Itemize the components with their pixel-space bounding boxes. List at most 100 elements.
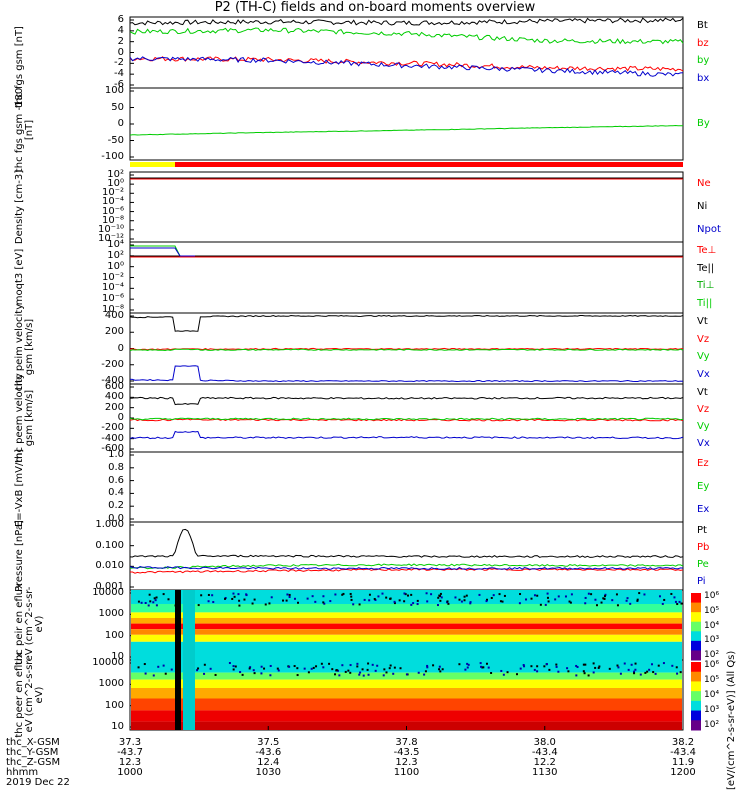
- series-line: [129, 417, 684, 421]
- spectrogram-speckle: [303, 667, 306, 670]
- spectrogram-speckle: [438, 594, 441, 597]
- spectrogram-speckle: [148, 593, 151, 596]
- spectrogram-speckle: [525, 598, 528, 601]
- spectrogram-speckle: [234, 665, 237, 668]
- spectrogram-speckle: [197, 667, 200, 670]
- spectrogram-speckle: [600, 601, 603, 604]
- spectrogram-speckle: [228, 662, 231, 665]
- legend-entry: By: [697, 118, 710, 129]
- y-tick-label: 200: [104, 326, 124, 338]
- spectrogram-band: [131, 590, 682, 604]
- series-line: [129, 563, 684, 570]
- spectrogram-speckle: [144, 672, 147, 675]
- spectrogram-speckle: [334, 673, 337, 676]
- y-tick-label: 0: [117, 46, 124, 58]
- spectrogram-speckle: [506, 671, 509, 674]
- y-tick-label: 6: [117, 14, 124, 25]
- spectrogram-speckle: [342, 592, 345, 595]
- legend-entry: Vz: [697, 333, 710, 345]
- y-tick-label: 2: [117, 35, 124, 47]
- spectrogram-speckle: [466, 666, 469, 669]
- legend-entry: Pi: [697, 575, 706, 587]
- spectrogram-speckle: [536, 594, 539, 597]
- spectrogram-speckle: [426, 600, 429, 603]
- spectrogram-speckle: [626, 597, 629, 600]
- spectrogram-speckle: [584, 596, 587, 599]
- legend-entry: Pe: [697, 558, 709, 570]
- spectrogram-speckle: [253, 672, 256, 675]
- legend-entry: Pt: [697, 524, 707, 536]
- spectrogram-speckle: [584, 602, 587, 605]
- spectrogram-speckle: [297, 601, 300, 604]
- y-tick-label: -100: [101, 151, 124, 162]
- colorbar-bottom: [691, 710, 701, 721]
- spectrogram-speckle: [485, 598, 488, 601]
- legend-entry: bx: [697, 73, 710, 85]
- y-tick-label: 0.010: [95, 560, 124, 572]
- y-tick-label: 1.0: [108, 449, 124, 460]
- spectrogram-speckle: [554, 598, 557, 601]
- y-tick-label: -600: [101, 443, 124, 454]
- colorbar-top: [691, 602, 701, 613]
- spectrogram-speckle: [432, 664, 435, 667]
- spectrogram-speckle: [654, 672, 657, 675]
- series-line: [129, 528, 684, 558]
- spectrogram-speckle: [270, 596, 273, 599]
- legend-entry: Vt: [697, 386, 708, 398]
- spectrogram-speckle: [385, 596, 388, 599]
- spectrogram-speckle: [516, 673, 519, 676]
- panel-y-label: thc peer en eflux eV (cm^2-s-sr-eV): [14, 652, 45, 738]
- spectrogram-speckle: [646, 670, 649, 673]
- spectrogram-band: [131, 721, 682, 730]
- legend-entry: Vx: [697, 369, 710, 381]
- series-line: [129, 348, 684, 352]
- spectrogram-speckle: [211, 594, 214, 597]
- y-tick-label: 10²: [107, 169, 124, 180]
- spectrogram-band: [131, 672, 682, 680]
- spectrogram-speckle: [352, 603, 355, 606]
- spectrogram-speckle: [260, 665, 263, 668]
- colorbar-title: [eV/(cm^2-s-sr-eV)] (All Qs): [726, 650, 737, 790]
- spectrogram-speckle: [675, 666, 678, 669]
- y-tick-label: 10⁻⁸: [101, 214, 124, 226]
- spectrogram-speckle: [676, 603, 679, 606]
- spectrogram-speckle: [349, 592, 352, 595]
- spectrogram-speckle: [639, 673, 642, 676]
- spectrogram-speckle: [447, 602, 450, 605]
- spectrogram-speckle: [555, 665, 558, 668]
- spectrogram-speckle: [482, 666, 485, 669]
- spectrogram-speckle: [350, 598, 353, 601]
- spectrogram-speckle: [498, 593, 501, 596]
- spectrogram-speckle: [241, 673, 244, 676]
- legend-entry: Vx: [697, 437, 710, 449]
- spectrogram-speckle: [268, 602, 271, 605]
- spectrogram-speckle: [251, 602, 254, 605]
- x-row-label: thc_X-GSM: [6, 737, 60, 748]
- spectrogram-speckle: [583, 672, 586, 675]
- x-axis-value: 12.3: [395, 757, 418, 768]
- x-row-label: thc_Y-GSM: [6, 747, 59, 758]
- spectrogram-speckle: [416, 599, 419, 602]
- y-tick-label: 400: [104, 310, 124, 321]
- spectrogram-speckle: [361, 668, 364, 671]
- spectrogram-speckle: [389, 664, 392, 667]
- y-tick-label: 600: [104, 381, 124, 392]
- spectrogram-speckle: [439, 592, 442, 595]
- spectrogram-speckle: [320, 662, 323, 665]
- y-tick-label: -6: [114, 79, 124, 90]
- spectrogram-speckle: [398, 599, 401, 602]
- x-axis-value: 37.8: [395, 737, 418, 748]
- spectrogram-speckle: [366, 668, 369, 671]
- spectrogram-speckle: [426, 666, 429, 669]
- spectrogram-speckle: [311, 595, 314, 598]
- spectrogram-speckle: [441, 668, 444, 671]
- y-tick-label: 1000: [98, 608, 124, 620]
- legend-entry: Te⊥: [697, 244, 717, 256]
- y-tick-label: 0.8: [108, 461, 124, 473]
- spectrogram-speckle: [248, 667, 251, 670]
- y-tick-label: 1.000: [95, 519, 124, 530]
- spectrogram-speckle: [530, 665, 533, 668]
- colorbar-tick: 10⁶: [704, 591, 720, 601]
- legend-entry: Te||: [697, 262, 715, 274]
